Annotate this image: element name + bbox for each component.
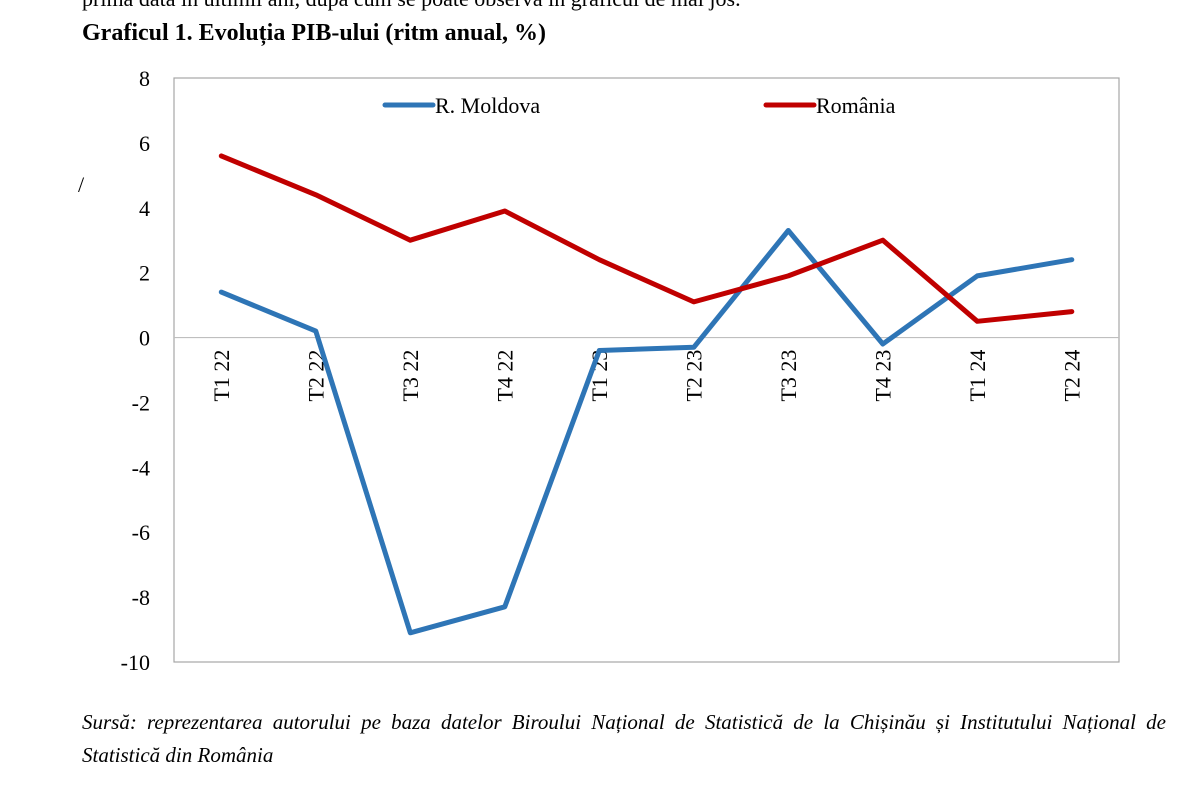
series-line-rom-nia bbox=[218, 153, 1075, 324]
legend-label: România bbox=[816, 93, 896, 118]
series-line-r-moldova bbox=[218, 228, 1075, 636]
y-tick-label: -10 bbox=[121, 650, 150, 675]
y-tick-label: -8 bbox=[132, 585, 150, 610]
y-tick-label: -2 bbox=[132, 390, 150, 415]
source-note: Sursă: reprezentarea autorului pe baza d… bbox=[82, 710, 1166, 767]
plot-area-border bbox=[173, 77, 1120, 663]
stray-slash-mark: / bbox=[78, 172, 85, 197]
x-tick-label: T1 22 bbox=[209, 350, 234, 402]
y-tick-label: 2 bbox=[139, 261, 150, 286]
y-tick-label: -6 bbox=[132, 520, 150, 545]
legend-label: R. Moldova bbox=[435, 93, 540, 118]
x-tick-label: T2 24 bbox=[1060, 350, 1085, 402]
y-tick-label: 0 bbox=[139, 326, 150, 351]
chart-title: Graficul 1. Evoluția PIB-ului (ritm anua… bbox=[82, 20, 547, 46]
x-tick-label: T3 23 bbox=[776, 350, 801, 402]
x-tick-label: T4 23 bbox=[871, 350, 896, 402]
y-tick-label: 6 bbox=[139, 131, 150, 156]
x-tick-label: T4 22 bbox=[493, 350, 518, 402]
y-tick-label: 4 bbox=[139, 196, 150, 221]
y-tick-label: 8 bbox=[139, 66, 150, 91]
top-paragraph-line: prima dată în ultimii ani, după cum se p… bbox=[82, 0, 741, 12]
series-lines bbox=[218, 153, 1075, 636]
y-axis-tick-labels: 8 6 4 2 0 -2 -4 -6 -8 -10 bbox=[121, 66, 150, 675]
legend: R. Moldova România bbox=[382, 93, 896, 118]
x-axis-tick-labels: T1 22 T2 22 T3 22 T4 22 T1 23 T2 23 T3 23 T4 23… bbox=[209, 350, 1085, 402]
x-tick-label: T1 24 bbox=[965, 350, 990, 402]
x-tick-label: T2 23 bbox=[682, 350, 707, 402]
x-tick-label: T3 22 bbox=[398, 350, 423, 402]
y-tick-label: -4 bbox=[132, 455, 150, 480]
